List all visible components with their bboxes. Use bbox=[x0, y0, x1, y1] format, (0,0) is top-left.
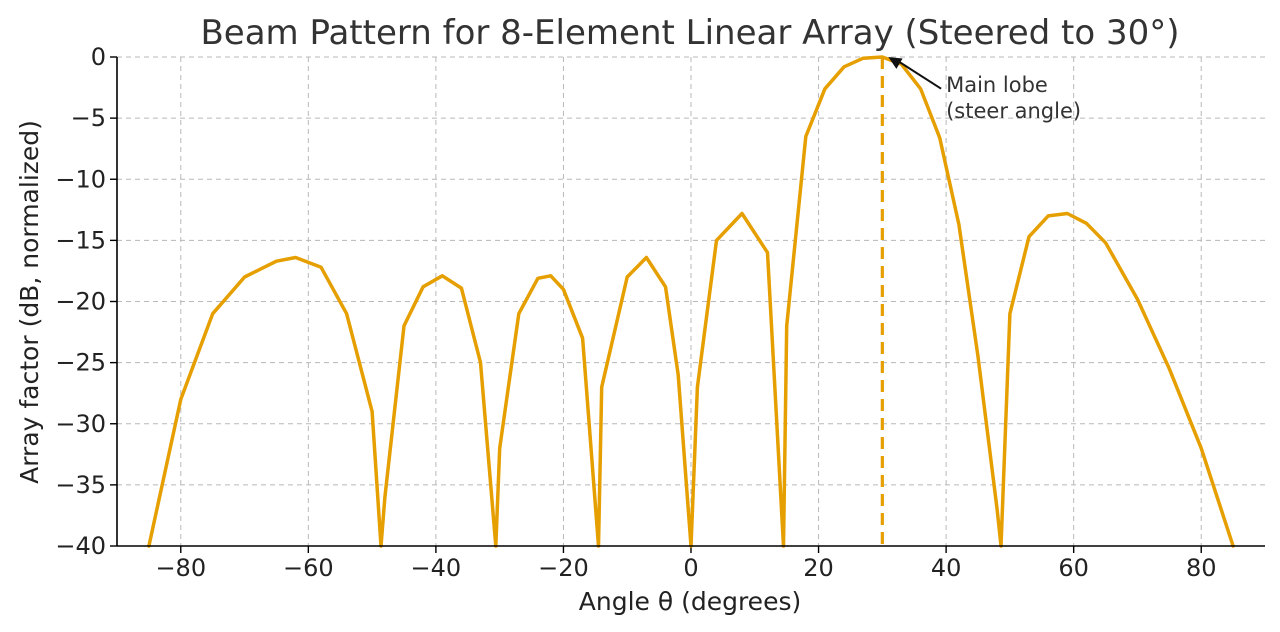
x-tick-label: −80 bbox=[155, 554, 206, 582]
y-tick-label: 0 bbox=[91, 43, 106, 71]
annotation-arrow-head bbox=[888, 57, 903, 69]
main-lobe-annotation: Main lobe(steer angle) bbox=[888, 57, 1081, 123]
x-tick-label: 60 bbox=[1058, 554, 1089, 582]
y-tick-label: −25 bbox=[55, 349, 106, 377]
y-tick-label: −35 bbox=[55, 471, 106, 499]
y-tick-label: −20 bbox=[55, 288, 106, 316]
y-axis-label: Array factor (dB, normalized) bbox=[15, 120, 44, 484]
x-tick-label: 80 bbox=[1186, 554, 1217, 582]
annotation-arrow-line bbox=[895, 59, 942, 90]
series-line bbox=[147, 55, 1235, 548]
x-tick-label: 20 bbox=[803, 554, 834, 582]
grid bbox=[117, 56, 1265, 547]
x-axis-label: Angle θ (degrees) bbox=[579, 587, 801, 616]
x-ticks: −80 −60 −40 −20 0 20 40 60 80 bbox=[155, 546, 1216, 582]
y-tick-label: −40 bbox=[55, 532, 106, 560]
x-tick-label: −60 bbox=[283, 554, 334, 582]
x-tick-label: 40 bbox=[931, 554, 962, 582]
y-tick-label: −5 bbox=[71, 104, 106, 132]
annotation-text: (steer angle) bbox=[946, 99, 1081, 123]
x-tick-label: −40 bbox=[411, 554, 462, 582]
chart-title: Beam Pattern for 8-Element Linear Array … bbox=[200, 13, 1179, 53]
annotation-text: Main lobe bbox=[946, 73, 1048, 97]
y-tick-label: −30 bbox=[55, 410, 106, 438]
y-tick-label: −15 bbox=[55, 226, 106, 254]
x-tick-label: 0 bbox=[683, 554, 698, 582]
y-tick-label: −10 bbox=[55, 165, 106, 193]
y-ticks: 0 −5 −10 −15 −20 −25 −30 −35 −40 bbox=[55, 43, 117, 560]
x-tick-label: −20 bbox=[538, 554, 589, 582]
